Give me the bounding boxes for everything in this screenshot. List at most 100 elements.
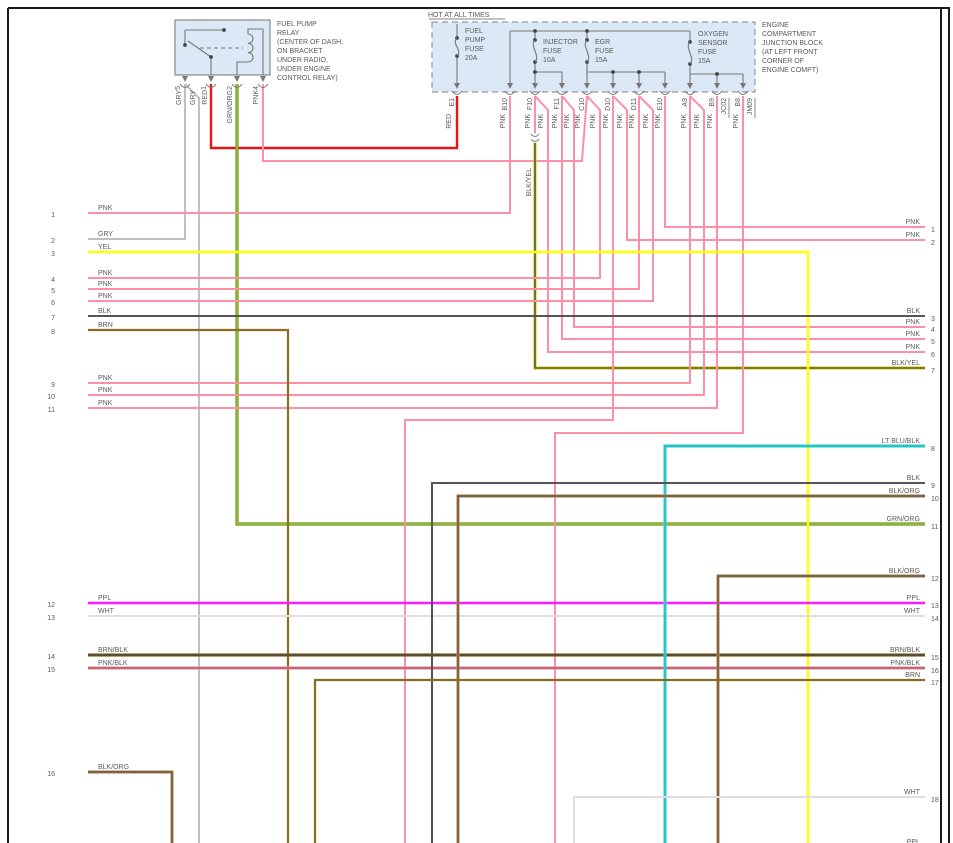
left-row-wire-label: WHT	[98, 608, 115, 615]
left-row-wire-label: PNK	[98, 270, 113, 277]
right-row-wire-label: PNK/BLK	[890, 660, 920, 667]
junction-wire-color-label: PNK	[707, 114, 714, 129]
wire-pnk-b8-down	[554, 96, 744, 843]
junction-wire-color-label: PNK	[617, 114, 624, 129]
wire-brn-left8-down	[88, 328, 290, 843]
right-row-wire-label: PNK	[906, 344, 921, 351]
left-row-wire-label: PPL	[98, 595, 111, 602]
junction-label: JUNCTION BLOCK	[762, 40, 823, 47]
junction-pin-B9-terminal-icon	[711, 90, 723, 95]
inline-connector-icon	[530, 133, 540, 138]
relay-pin-1-arrow-icon	[208, 76, 214, 82]
inline-connector-icon	[530, 138, 540, 143]
junction-pin-id: D11	[631, 98, 638, 110]
left-row-number: 10	[47, 394, 55, 401]
wire-pnk-f10b-right6	[534, 95, 925, 353]
left-row-number: 12	[47, 602, 55, 609]
left-row-wire-label: YEL	[98, 244, 111, 251]
left-row-number: 4	[51, 277, 55, 284]
left-row-wire-label: BLK/ORG	[98, 764, 129, 771]
right-row-wire-label: WHT	[904, 608, 921, 615]
wire-brn-right17-down	[313, 678, 925, 843]
left-row-wire-label: PNK	[98, 293, 113, 300]
relay-internal-line	[236, 61, 248, 75]
bottom-partial-wire-label: PPL	[907, 839, 920, 843]
right-row-number: 16	[931, 668, 939, 675]
junction-pin-id: F11	[554, 98, 561, 110]
junction-pin-B8-terminal-icon	[737, 90, 749, 95]
left-row-wire-label: PNK	[98, 281, 113, 288]
wire-blkorg-right10-down-stripe	[457, 495, 925, 843]
junction-circuit-id: JC02	[721, 98, 728, 114]
relay-pin-number: 4	[253, 86, 260, 90]
injector-fuse-label: INJECTOR	[543, 39, 578, 46]
oxygen-sensor-fuse-label: FUSE	[698, 49, 717, 56]
relay-wire-color-label: PNK	[253, 90, 260, 105]
relay-label: ON BRACKET	[277, 48, 323, 55]
right-row-wire-label: BLK/ORG	[889, 488, 920, 495]
right-row-number: 13	[931, 603, 939, 610]
wire-pnk-relay4-c10	[262, 84, 588, 162]
relay-wire-color-label: GRY	[190, 90, 197, 105]
wire-blkorg-left16-down	[88, 770, 174, 843]
wire-grnorg-relay2-right11-stripe	[236, 84, 925, 525]
left-row-number: 13	[47, 615, 55, 622]
junction-label: ENGINE	[762, 22, 789, 29]
wire-pnk-b9-left11	[88, 96, 718, 409]
left-row-wire-label: BRN	[98, 322, 113, 329]
relay-pin-5-arrow-icon	[182, 76, 188, 82]
junction-pin-A9-arrow-icon	[687, 83, 693, 89]
left-row-number: 15	[47, 667, 55, 674]
egr-fuse-label: 15A	[595, 57, 608, 64]
junction-pin-id: F10	[527, 98, 534, 110]
relay-pin-2-arrow-icon	[234, 76, 240, 82]
left-row-number: 6	[51, 300, 55, 307]
right-row-number: 14	[931, 616, 939, 623]
junction-dot	[637, 70, 641, 74]
wire-blkorg-left16-down-stripe	[88, 771, 173, 843]
junction-pin-id: A9	[682, 98, 689, 107]
relay-internal-line	[247, 28, 264, 75]
right-row-wire-label: BLK	[907, 475, 921, 482]
wire-pnk-d10b-right2	[612, 95, 925, 241]
wire-pnk-d11a-left5	[88, 96, 640, 290]
left-row-wire-label: GRY	[98, 231, 113, 238]
junction-wire-color-label: PNK	[538, 114, 545, 129]
junction-dot	[209, 55, 213, 59]
right-row-wire-label: PNK	[906, 331, 921, 338]
right-row-wire-label: LT BLU/BLK	[882, 438, 921, 445]
junction-pin-id: E10	[657, 98, 664, 111]
right-row-wire-label: BLK/YEL	[892, 360, 921, 367]
egr-fuse-label: EGR	[595, 39, 610, 46]
egr-fuse-label: FUSE	[595, 48, 614, 55]
junction-pin-id: B8	[735, 98, 742, 107]
junction-pin-F10-arrow-icon	[532, 83, 538, 89]
junction-pin-E10-terminal-icon	[659, 90, 671, 95]
relay-pin-4-arrow-icon	[260, 76, 266, 82]
right-row-wire-label: GRN/ORG	[887, 516, 920, 523]
left-row-number: 16	[47, 771, 55, 778]
relay-pin-5-terminal-icon	[179, 83, 191, 88]
right-row-number: 6	[931, 352, 935, 359]
hot-at-all-times-label: HOT AT ALL TIMES	[428, 12, 490, 19]
oxygen-sensor-fuse-label: SENSOR	[698, 40, 728, 47]
relay-pin-4-terminal-icon	[257, 83, 269, 88]
wire-yel-left3-down	[88, 250, 810, 843]
junction-dot	[533, 70, 537, 74]
wire-ltblublk-right8-down	[663, 444, 925, 843]
relay-pin-number: 1	[201, 86, 208, 90]
right-row-number: 5	[931, 339, 935, 346]
junction-pin-F11-terminal-icon	[556, 90, 568, 95]
right-row-number: 12	[931, 576, 939, 583]
fuel-pump-fuse-label: FUEL	[465, 28, 483, 35]
left-row-wire-label: PNK	[98, 205, 113, 212]
oxygen-sensor-fuse-label: OXYGEN	[698, 31, 728, 38]
egr-fuse-icon	[584, 39, 590, 63]
wire-pnk-b10-left1	[88, 96, 511, 214]
junction-dot	[715, 72, 719, 76]
relay-wire-color-label: GRN/ORG	[227, 90, 234, 123]
right-row-number: 10	[931, 496, 939, 503]
left-row-number: 1	[51, 212, 55, 219]
left-row-wire-label: PNK	[98, 375, 113, 382]
